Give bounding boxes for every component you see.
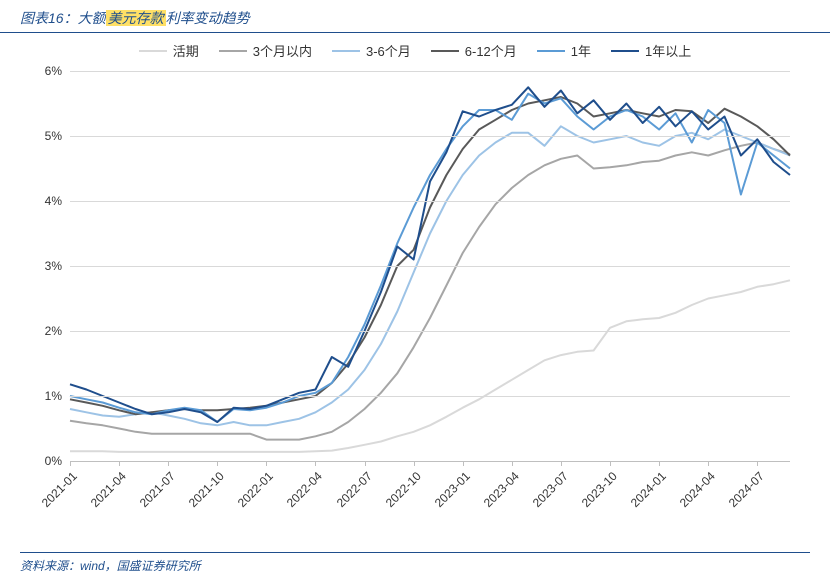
- chart-title: 图表16：大额美元存款利率变动趋势: [0, 0, 830, 33]
- x-tick: [217, 461, 218, 466]
- x-tick: [659, 461, 660, 466]
- x-tick-label: 2023-04: [481, 469, 522, 510]
- legend-label: 1年: [571, 41, 591, 60]
- series-line: [70, 126, 790, 425]
- x-tick-label: 2021-01: [39, 469, 80, 510]
- title-prefix: 图表16：大额: [20, 10, 106, 26]
- legend-item: 3个月以内: [219, 41, 312, 60]
- x-tick: [266, 461, 267, 466]
- x-tick-label: 2022-07: [333, 469, 374, 510]
- y-tick-label: 0%: [20, 454, 62, 468]
- y-tick-label: 3%: [20, 259, 62, 273]
- x-tick: [315, 461, 316, 466]
- x-tick: [561, 461, 562, 466]
- legend-item: 3-6个月: [332, 41, 411, 60]
- grid-line: [70, 201, 790, 202]
- legend-swatch: [332, 50, 360, 52]
- x-tick: [610, 461, 611, 466]
- x-tick-label: 2023-10: [579, 469, 620, 510]
- grid-line: [70, 136, 790, 137]
- title-suffix: 利率变动趋势: [166, 10, 250, 26]
- legend-swatch: [431, 50, 459, 52]
- legend-swatch: [611, 50, 639, 52]
- grid-line: [70, 71, 790, 72]
- title-highlight: 美元存款: [106, 10, 166, 26]
- series-line: [70, 280, 790, 452]
- x-tick: [365, 461, 366, 466]
- x-tick-label: 2022-01: [235, 469, 276, 510]
- source-note: 资料来源：wind，国盛证券研究所: [20, 552, 810, 574]
- x-tick-label: 2024-01: [628, 469, 669, 510]
- y-tick-label: 5%: [20, 129, 62, 143]
- x-tick-label: 2024-07: [726, 469, 767, 510]
- x-tick-label: 2023-07: [530, 469, 571, 510]
- series-line: [70, 97, 790, 414]
- grid-line: [70, 266, 790, 267]
- y-tick-label: 4%: [20, 194, 62, 208]
- legend-item: 6-12个月: [431, 41, 517, 60]
- x-tick: [463, 461, 464, 466]
- legend-item: 1年: [537, 41, 591, 60]
- x-tick: [708, 461, 709, 466]
- legend-label: 1年以上: [645, 41, 691, 60]
- chart-area: 活期 3个月以内 3-6个月 6-12个月 1年 1年以上 0% 1% 2% 3% 4% 5% 6% 2…: [20, 41, 810, 531]
- x-tick: [168, 461, 169, 466]
- legend-swatch: [537, 50, 565, 52]
- x-tick-label: 2024-04: [677, 469, 718, 510]
- legend-label: 活期: [173, 41, 199, 60]
- x-tick: [70, 461, 71, 466]
- legend-label: 3-6个月: [366, 41, 411, 60]
- x-tick-label: 2022-10: [382, 469, 423, 510]
- legend-label: 3个月以内: [253, 41, 312, 60]
- x-tick-label: 2023-01: [432, 469, 473, 510]
- x-tick: [512, 461, 513, 466]
- series-line: [70, 94, 790, 422]
- x-tick-label: 2021-04: [88, 469, 129, 510]
- x-tick: [119, 461, 120, 466]
- x-tick-label: 2022-04: [284, 469, 325, 510]
- legend-item: 活期: [139, 41, 199, 60]
- x-tick: [757, 461, 758, 466]
- x-axis-line: [70, 461, 790, 462]
- y-tick-label: 6%: [20, 64, 62, 78]
- legend-item: 1年以上: [611, 41, 691, 60]
- y-tick-label: 2%: [20, 324, 62, 338]
- legend: 活期 3个月以内 3-6个月 6-12个月 1年 1年以上: [20, 41, 810, 60]
- legend-swatch: [219, 50, 247, 52]
- grid-line: [70, 396, 790, 397]
- legend-swatch: [139, 50, 167, 52]
- series-line: [70, 87, 790, 422]
- legend-label: 6-12个月: [465, 41, 517, 60]
- grid-line: [70, 331, 790, 332]
- x-tick-label: 2021-07: [137, 469, 178, 510]
- x-tick: [414, 461, 415, 466]
- x-tick-label: 2021-10: [186, 469, 227, 510]
- y-tick-label: 1%: [20, 389, 62, 403]
